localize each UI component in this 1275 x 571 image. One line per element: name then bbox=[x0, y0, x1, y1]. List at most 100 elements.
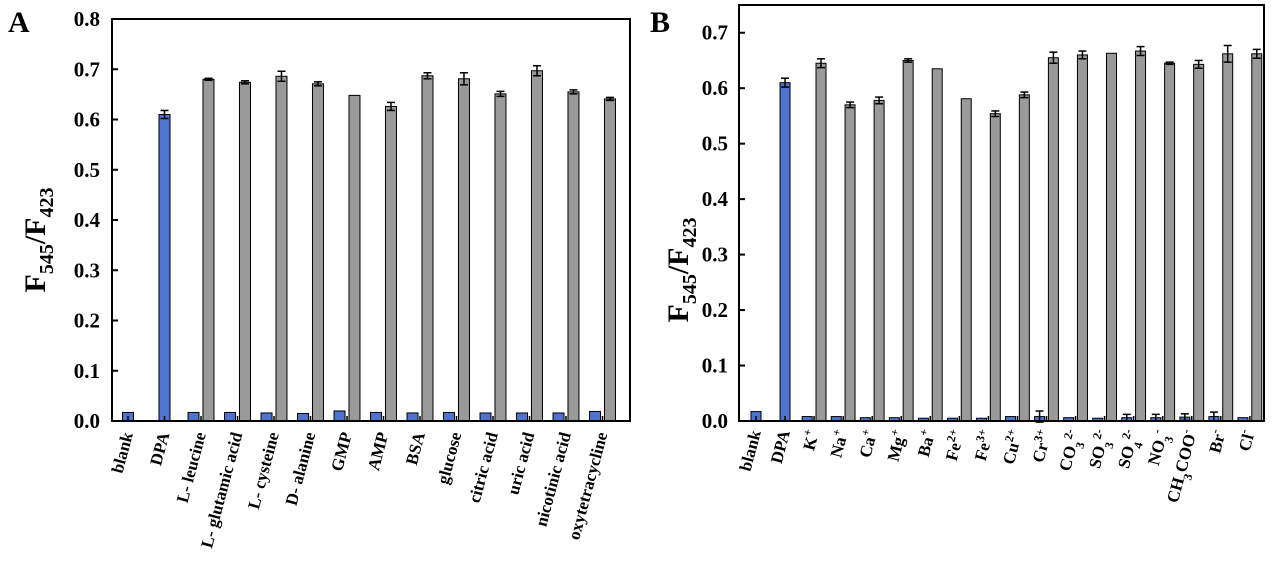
panel-a-bar bbox=[421, 75, 434, 422]
panel-a-bar bbox=[494, 93, 507, 422]
panel-b-category-label: Br- bbox=[1202, 427, 1229, 455]
panel-b-category-label: Na+ bbox=[824, 427, 852, 460]
panel-a-bar bbox=[530, 70, 543, 422]
panel-a-ytick-label: 0.4 bbox=[74, 208, 101, 232]
panel-a-bar bbox=[275, 75, 288, 422]
panel-a-category-label: citric acid bbox=[465, 430, 502, 505]
panel-b-plot-frame bbox=[738, 4, 1265, 422]
panel-a-bar bbox=[567, 91, 580, 422]
panel-a-chart: A F545/F423 0.00.10.20.30.40.50.60.70.8 … bbox=[8, 6, 631, 550]
panel-b-bar bbox=[1106, 52, 1117, 422]
panel-b-bar bbox=[1222, 53, 1234, 422]
panel-a-category-label: blank bbox=[108, 430, 137, 476]
panel-b-category-label: Cr3+ bbox=[1026, 427, 1056, 464]
panel-b-category-label: K+ bbox=[797, 427, 823, 452]
panel-a-bar bbox=[187, 411, 200, 422]
panel-b-bar bbox=[902, 59, 914, 422]
panel-b-ytick-label: 0.0 bbox=[702, 409, 728, 433]
panel-b-bar bbox=[1135, 50, 1147, 422]
panel-a-bar bbox=[158, 113, 171, 422]
panel-a-ytick-label: 0.2 bbox=[74, 309, 100, 333]
panel-b-x-categories: blank DPA K+Na+Ca+Mg+Ba+Fe2+Fe3+Cu2+Cr3+CO… bbox=[736, 416, 1259, 505]
panel-b-category-label: DPA bbox=[767, 427, 794, 465]
panel-a-bar bbox=[348, 94, 361, 422]
panel-a-ytick-label: 0.5 bbox=[74, 158, 100, 182]
panel-a-bar bbox=[443, 411, 456, 422]
panel-b-category-label: Mg+ bbox=[881, 427, 910, 463]
panel-b-bar bbox=[960, 98, 972, 422]
panel-a-bar bbox=[370, 411, 383, 422]
panel-a-category-label: nicotinic acid bbox=[531, 430, 575, 529]
panel-b-bar bbox=[1047, 57, 1059, 422]
panel-b-ytick-label: 0.5 bbox=[702, 132, 728, 156]
panel-a-ytick-label: 0.3 bbox=[74, 258, 100, 282]
panel-b-ytick-label: 0.1 bbox=[702, 354, 728, 378]
panel-a-category-label: BSA bbox=[402, 429, 429, 467]
panel-a-bar bbox=[552, 412, 565, 422]
panel-b-ytick-label: 0.2 bbox=[702, 298, 728, 322]
panel-a-bar bbox=[406, 412, 419, 422]
panel-b-letter: B bbox=[650, 6, 670, 39]
panel-a-category-label: L- cysteine bbox=[244, 430, 283, 512]
panel-b-category-label: Cu2+ bbox=[996, 427, 1026, 466]
panel-b-chart: B F545/F423 0.0 0.1 0.2 0.3 0.4 0.5 0.6 0.7 bla… bbox=[650, 4, 1265, 505]
panel-b-bar bbox=[815, 62, 827, 422]
panel-b-y-axis-label: F545/F423 bbox=[662, 218, 701, 323]
panel-a-bar bbox=[589, 410, 602, 422]
panel-a-letter: A bbox=[8, 6, 30, 39]
panel-a-category-label: GMP bbox=[327, 430, 356, 473]
panel-b-category-label: Ca+ bbox=[853, 427, 881, 460]
panel-b-bar bbox=[989, 113, 1001, 422]
panel-b-category-label: Fe2+ bbox=[939, 427, 968, 463]
panel-a-ytick-label: 0.0 bbox=[74, 409, 100, 433]
panel-a-y-axis-label: F545/F423 bbox=[19, 188, 58, 293]
panel-b-category-label: Cl- bbox=[1232, 427, 1259, 453]
panel-b-ytick-label: 0.7 bbox=[702, 21, 728, 45]
panel-b-bar bbox=[873, 99, 885, 422]
panel-a-category-label: D- alanine bbox=[282, 430, 320, 508]
panel-b-y-ticks: 0.0 0.1 0.2 0.3 0.4 0.5 0.6 0.7 bbox=[702, 21, 745, 433]
panel-a-bar bbox=[224, 411, 237, 422]
panel-b-category-label: SO32- bbox=[1082, 427, 1119, 472]
panel-a-ytick-label: 0.1 bbox=[74, 359, 100, 383]
panel-a-y-ticks: 0.0 0.1 0.2 0.3 0.4 0.5 0.6 0.7 0.8 bbox=[74, 7, 118, 433]
panel-b-bars bbox=[750, 44, 1263, 423]
panel-a-bar bbox=[603, 98, 616, 422]
panel-b-bar bbox=[1076, 54, 1088, 422]
panel-b-ytick-label: 0.4 bbox=[702, 187, 729, 211]
panel-a-bar bbox=[384, 105, 397, 422]
panel-a-plot-frame bbox=[111, 18, 631, 422]
panel-a-bars bbox=[122, 64, 616, 422]
panel-b-bar bbox=[1193, 63, 1205, 422]
panel-b-category-label: CO32- bbox=[1052, 427, 1090, 474]
panel-a-ytick-label: 0.6 bbox=[74, 108, 100, 132]
panel-a-bar bbox=[479, 412, 492, 422]
panel-a-category-label: glucose bbox=[433, 430, 465, 486]
panel-a-category-label: DPA bbox=[146, 429, 173, 467]
panel-b-category-label: Fe3+ bbox=[968, 427, 997, 463]
panel-b-category-label: Ba+ bbox=[911, 427, 939, 459]
panel-a-category-label: AMP bbox=[364, 430, 392, 472]
panel-b-bar bbox=[931, 68, 943, 422]
panel-b-category-label: NO3- bbox=[1141, 427, 1177, 469]
panel-b-bar bbox=[844, 104, 856, 422]
panel-b-ytick-label: 0.3 bbox=[702, 243, 728, 267]
panel-b-bar bbox=[1251, 53, 1263, 422]
panel-a-bar bbox=[260, 412, 273, 422]
panel-b-category-label: blank bbox=[736, 428, 765, 474]
panel-a-category-label: uric acid bbox=[504, 430, 539, 497]
panel-a-bar bbox=[333, 410, 346, 422]
panel-a-ytick-label: 0.8 bbox=[74, 7, 100, 31]
panel-b-bar bbox=[1018, 94, 1030, 422]
panel-b-bar bbox=[1164, 62, 1176, 422]
panel-a-bar bbox=[202, 78, 215, 422]
panel-b-category-label: SO42- bbox=[1111, 427, 1148, 472]
panel-a-bar bbox=[457, 78, 470, 422]
panel-a-ytick-label: 0.7 bbox=[74, 57, 100, 81]
panel-a-category-label: L- leucine bbox=[173, 430, 210, 505]
panel-b-ytick-label: 0.6 bbox=[702, 76, 728, 100]
panel-b-bar bbox=[779, 82, 791, 422]
panel-a-bar bbox=[238, 81, 251, 422]
